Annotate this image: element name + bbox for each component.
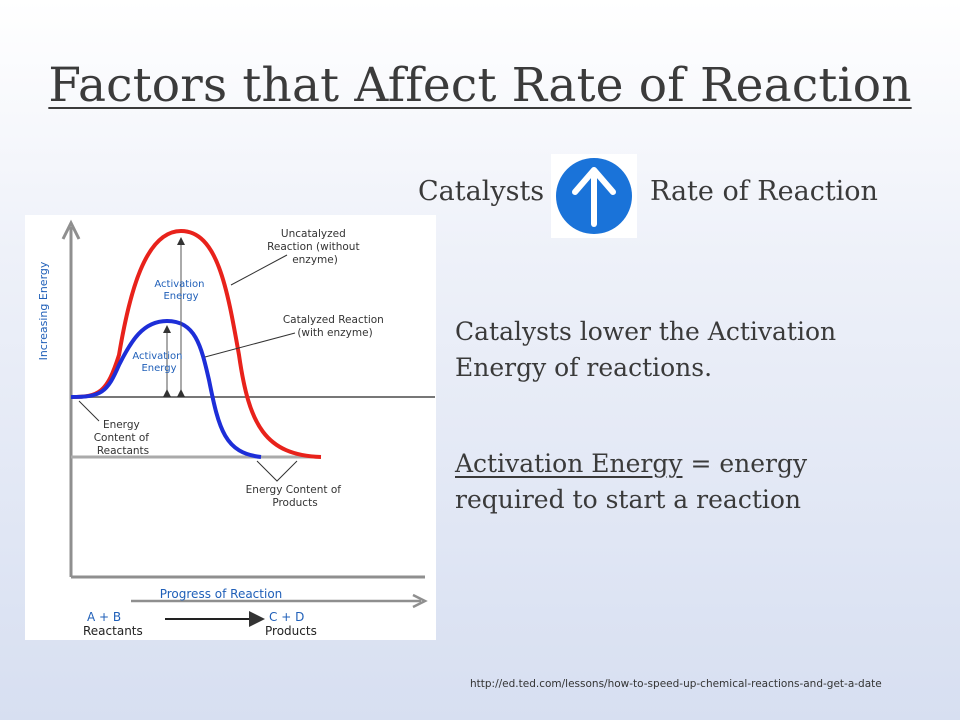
equation-reactants-sub: Reactants <box>83 624 143 638</box>
activation-energy-definition: Activation Energy = energy required to s… <box>455 446 915 518</box>
catalyst-explanation: Catalysts lower the Activation Energy of… <box>455 317 837 382</box>
catalysts-label: Catalysts <box>418 176 545 207</box>
x-axis-label: Progress of Reaction <box>160 587 283 601</box>
energy-diagram: Increasing Energy Activation Energy Acti… <box>25 215 436 640</box>
y-axis-label: Increasing Energy <box>37 261 50 360</box>
source-url[interactable]: http://ed.ted.com/lessons/how-to-speed-u… <box>470 678 882 690</box>
catalyzed-label: Catalyzed Reaction (with enzyme) <box>283 314 387 339</box>
catalyst-row: Catalysts Rate of Reaction <box>0 154 960 240</box>
catalyzed-curve <box>70 318 262 459</box>
equation-products: C + D <box>269 610 304 624</box>
slide-title: Factors that Affect Rate of Reaction <box>48 58 912 113</box>
uncatalyzed-curve <box>70 228 322 459</box>
equation-reactants: A + B <box>87 610 121 624</box>
activation-energy-meaning: = energy required to start a reaction <box>455 449 808 514</box>
equation-products-sub: Products <box>265 624 317 638</box>
products-energy-label: Energy Content of Products <box>246 484 345 509</box>
activation-energy-label-uncat: Activation Energy <box>154 279 207 302</box>
activation-energy-label-cat: Activation Energy <box>132 351 185 374</box>
rate-of-reaction-label: Rate of Reaction <box>650 176 878 207</box>
reactants-energy-label: Energy Content of Reactants <box>94 419 153 457</box>
uncatalyzed-label: Uncatalyzed Reaction (without enzyme) <box>267 228 363 266</box>
up-arrow-icon <box>551 154 637 238</box>
activation-energy-term: Activation Energy <box>455 449 683 478</box>
axes <box>61 219 428 609</box>
